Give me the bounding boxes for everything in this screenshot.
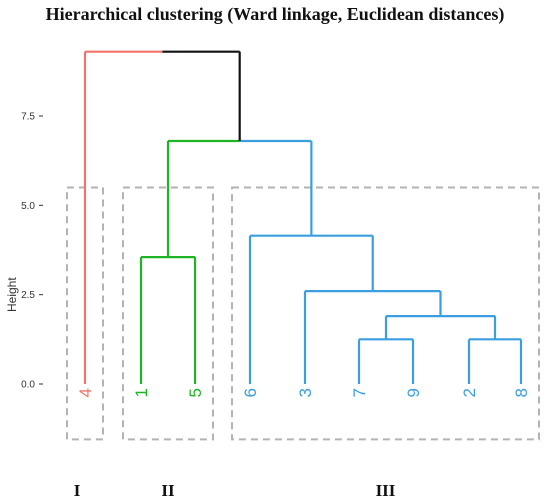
leaf-label: 8 — [512, 388, 531, 397]
leaf-label: 4 — [76, 388, 95, 397]
cluster-label: III — [376, 481, 396, 500]
leaf-label: 7 — [350, 388, 369, 397]
leaf-label: 5 — [186, 388, 205, 397]
cluster-box-2 — [122, 186, 214, 441]
leaf-label: 2 — [460, 388, 479, 397]
leaf-label: 1 — [132, 388, 151, 397]
y-tick-label: 5.0 — [21, 201, 35, 212]
cluster-box-3 — [231, 186, 540, 441]
cluster-label: I — [74, 481, 81, 500]
cluster-label: II — [161, 481, 175, 500]
y-tick-label: 0.0 — [21, 380, 35, 391]
y-axis-label: Height — [5, 277, 19, 312]
leaf-label: 9 — [404, 388, 423, 397]
y-tick-label: 2.5 — [21, 290, 35, 301]
y-tick-label: 7.5 — [21, 112, 35, 123]
leaf-label: 3 — [296, 388, 315, 397]
leaf-label: 6 — [241, 388, 260, 397]
chart-title: Hierarchical clustering (Ward linkage, E… — [45, 4, 505, 24]
